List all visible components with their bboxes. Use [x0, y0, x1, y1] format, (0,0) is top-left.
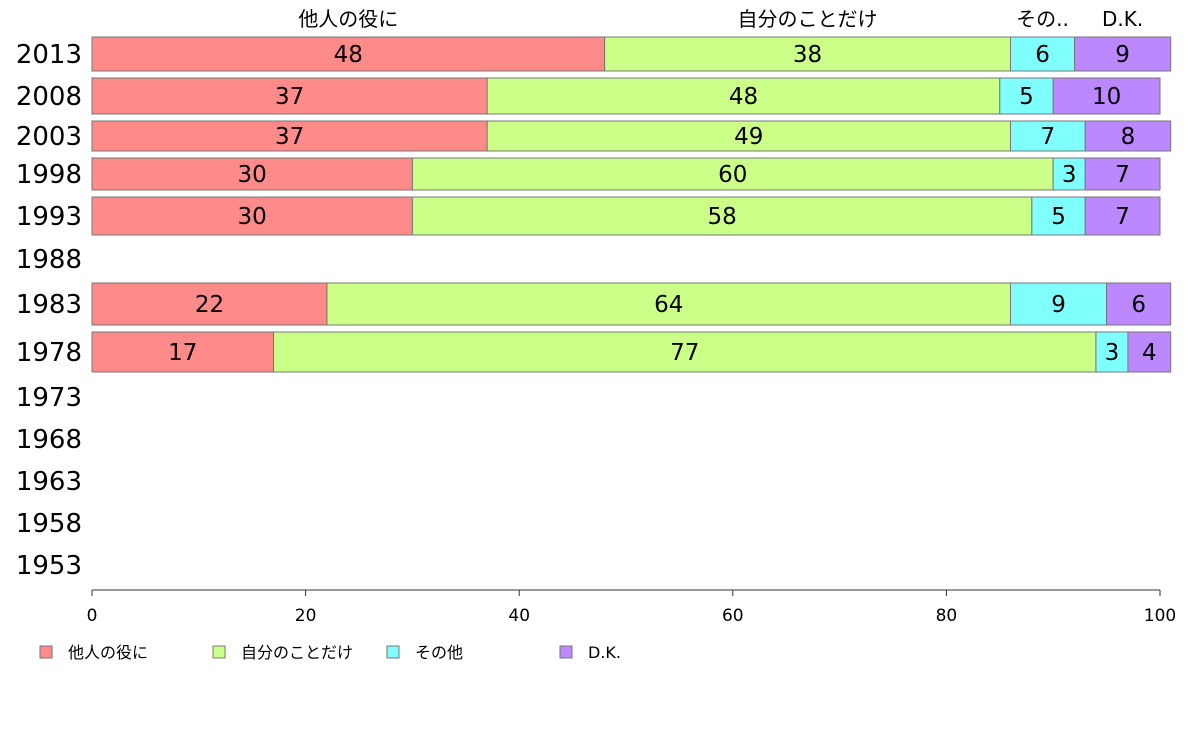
year-label-2008: 2008	[16, 82, 82, 112]
column-header-0: 他人の役に	[298, 7, 398, 31]
bar-value-label: 4	[1142, 340, 1157, 366]
year-label-2003: 2003	[16, 122, 82, 152]
bar-value-label: 8	[1121, 124, 1136, 150]
bar-value-label: 64	[654, 292, 683, 318]
bar-value-label: 17	[168, 340, 197, 366]
legend-label-1: 自分のことだけ	[241, 643, 353, 662]
x-axis: 0 20 40 60 80 100	[87, 589, 1176, 626]
bar-value-label: 6	[1035, 42, 1050, 68]
bar-1998-series-1	[411, 157, 1054, 191]
bar-value-label: 9	[1051, 292, 1066, 318]
bar-1993-series-1	[411, 196, 1033, 236]
bar-value-label: 48	[729, 84, 758, 110]
bar-1983-series-2	[1009, 282, 1108, 326]
bar-1978-series-0	[91, 331, 275, 373]
year-label-1963: 1963	[16, 467, 82, 497]
legend: 他人の役に 自分のことだけ その他 D.K.	[39, 643, 621, 662]
bar-value-label: 7	[1115, 204, 1130, 230]
bar-2013-series-3	[1074, 36, 1172, 72]
bar-value-label: 49	[734, 124, 763, 150]
legend-swatch-1	[212, 645, 226, 659]
column-header-1: 自分のことだけ	[738, 7, 878, 31]
column-header-2: その..	[1016, 7, 1069, 31]
year-label-1978: 1978	[16, 338, 82, 368]
bar-2003-series-0	[91, 120, 488, 152]
bar-1983-series-1	[326, 282, 1011, 326]
bar-1983-series-3	[1106, 282, 1172, 326]
legend-label-0: 他人の役に	[68, 643, 148, 662]
year-label-2013: 2013	[16, 40, 82, 70]
legend-swatch-3	[559, 645, 573, 659]
year-label-1988: 1988	[16, 245, 82, 275]
bar-value-label: 37	[275, 124, 304, 150]
year-label-1998: 1998	[16, 160, 82, 190]
bar-2008-series-0	[91, 77, 488, 115]
x-tick-label-60: 60	[722, 606, 744, 626]
bar-value-label: 10	[1092, 84, 1121, 110]
bar-2008-series-2	[999, 77, 1054, 115]
legend-swatch-0	[39, 645, 53, 659]
bar-1978-series-3	[1127, 331, 1172, 373]
bar-value-label: 48	[334, 42, 363, 68]
bar-2003-series-3	[1084, 120, 1172, 152]
legend-label-2: その他	[415, 643, 463, 662]
bar-value-label: 3	[1062, 162, 1077, 188]
bar-value-label: 30	[238, 204, 267, 230]
bar-value-label: 37	[275, 84, 304, 110]
year-label-1958: 1958	[16, 509, 82, 539]
bar-value-label: 22	[195, 292, 224, 318]
bar-value-label: 38	[793, 42, 822, 68]
bar-1998-series-3	[1084, 157, 1161, 191]
bar-2013-series-2	[1009, 36, 1076, 72]
bar-value-label: 7	[1115, 162, 1130, 188]
bar-value-label: 6	[1131, 292, 1146, 318]
bar-value-label: 7	[1041, 124, 1056, 150]
bar-2003-series-1	[486, 120, 1011, 152]
year-label-1968: 1968	[16, 425, 82, 455]
bar-2008-series-3	[1052, 77, 1161, 115]
bar-1998-series-0	[91, 157, 413, 191]
bar-value-label: 58	[707, 204, 736, 230]
bar-2013-series-1	[604, 36, 1011, 72]
x-tick-label-0: 0	[87, 606, 98, 626]
x-tick-label-80: 80	[936, 606, 958, 626]
bar-value-label: 5	[1019, 84, 1034, 110]
x-tick-label-40: 40	[508, 606, 530, 626]
year-label-1993: 1993	[16, 202, 82, 232]
bar-value-label: 30	[238, 162, 267, 188]
year-labels: 2013 2008 2003 1998 1993 1988 1983 1978 1973 1968…	[16, 40, 82, 581]
bar-2013-series-0	[91, 36, 606, 72]
bar-1978-series-2	[1095, 331, 1129, 373]
bar-1993-series-3	[1084, 196, 1161, 236]
bar-2008-series-1	[486, 77, 1001, 115]
year-label-1983: 1983	[16, 290, 82, 320]
x-tick-label-100: 100	[1144, 606, 1176, 626]
bar-value-label: 9	[1115, 42, 1130, 68]
legend-swatch-2	[386, 645, 400, 659]
column-headers: 他人の役に 自分のことだけ その.. D.K.	[298, 7, 1143, 31]
year-label-1973: 1973	[16, 383, 82, 413]
column-header-3: D.K.	[1102, 7, 1143, 31]
bar-1993-series-0	[91, 196, 413, 236]
bar-value-label: 5	[1051, 204, 1066, 230]
bar-value-label: 60	[718, 162, 747, 188]
bar-value-label: 77	[670, 340, 699, 366]
legend-label-3: D.K.	[588, 643, 621, 662]
bar-1983-series-0	[91, 282, 328, 326]
x-tick-label-20: 20	[295, 606, 317, 626]
bar-value-label: 3	[1105, 340, 1120, 366]
year-label-1953: 1953	[16, 551, 82, 581]
bar-1993-series-2	[1031, 196, 1086, 236]
